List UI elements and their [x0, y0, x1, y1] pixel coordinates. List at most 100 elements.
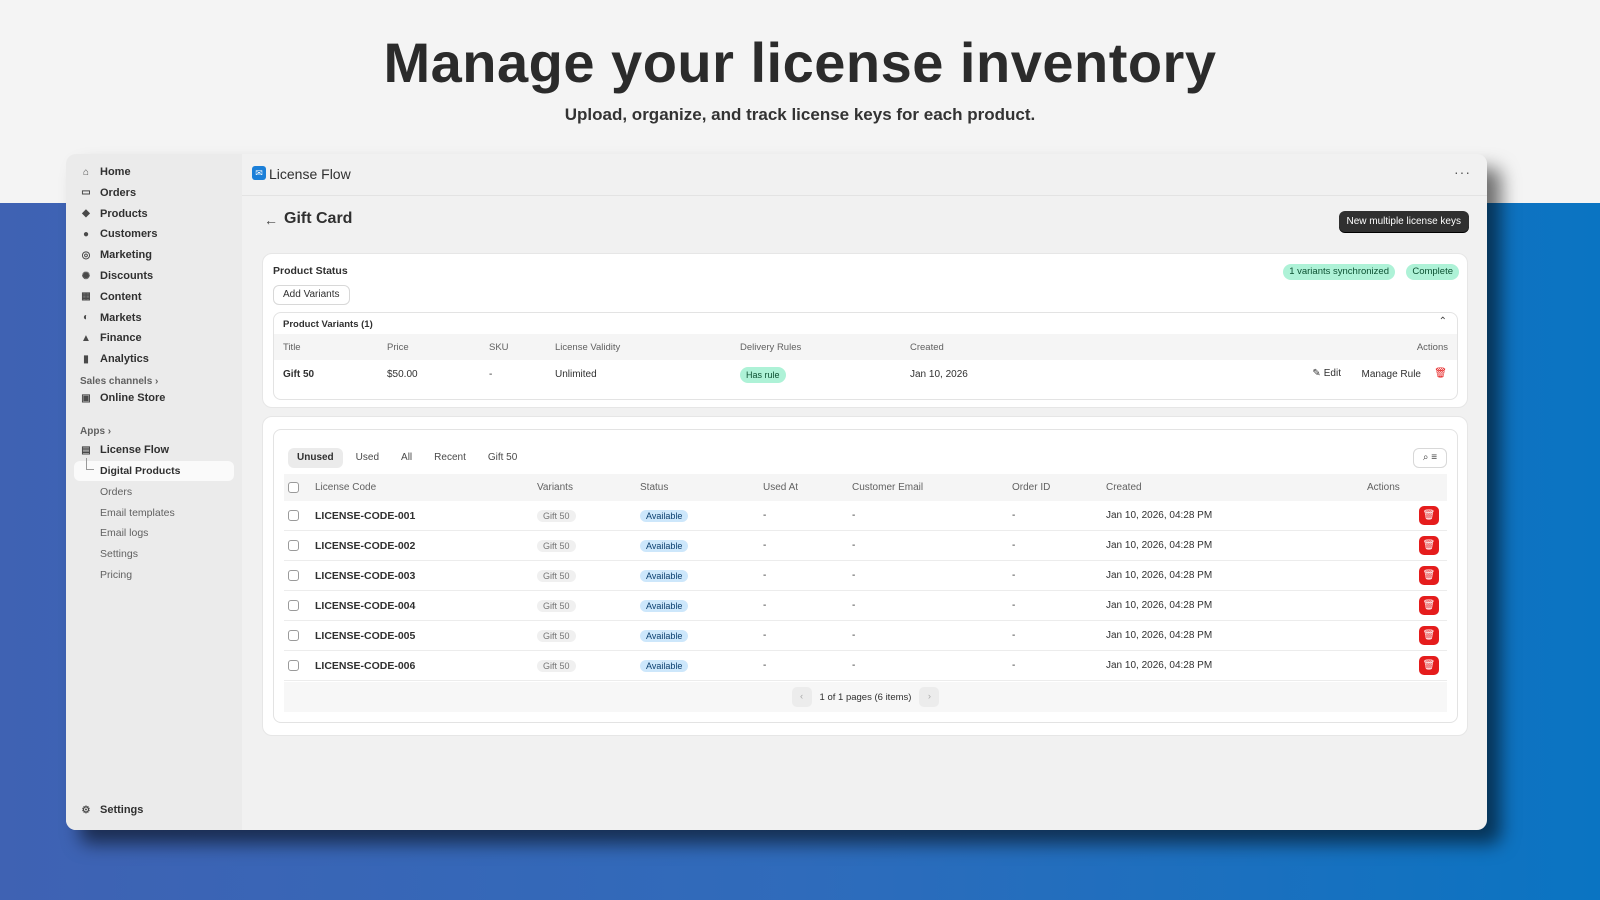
- add-variants-button[interactable]: Add Variants: [273, 285, 350, 305]
- delete-trash-icon[interactable]: 🗑: [1419, 536, 1439, 555]
- created-at: Jan 10, 2026, 04:28 PM: [1106, 630, 1213, 641]
- product-status-title: Product Status: [273, 265, 348, 277]
- customer-email: -: [852, 600, 856, 611]
- delete-trash-icon[interactable]: 🗑: [1419, 656, 1439, 675]
- product-status-card: Product Status 1 variants synchronized C…: [262, 253, 1468, 408]
- variant-chip: Gift 50: [537, 569, 576, 582]
- collapse-chevron-icon[interactable]: ⌃: [1438, 316, 1447, 327]
- license-code: LICENSE-CODE-006: [315, 659, 416, 672]
- status-badge: Available: [640, 539, 689, 552]
- col-actions: Actions: [1416, 342, 1448, 353]
- tab-used[interactable]: Used: [355, 452, 380, 463]
- content-icon: ▦: [81, 291, 91, 303]
- tab-gift-50[interactable]: Gift 50: [487, 452, 518, 463]
- variants-title: Product Variants (1): [283, 319, 373, 330]
- col-actions: Actions: [1367, 482, 1400, 493]
- row-checkbox[interactable]: [284, 510, 315, 521]
- sidebar-item-online-store[interactable]: ▣ Online Store: [81, 392, 166, 404]
- pagination-label: 1 of 1 pages (6 items): [819, 691, 912, 703]
- sidebar-subitem-digital-products[interactable]: Digital Products: [100, 465, 181, 477]
- manage-rule-button[interactable]: Manage Rule: [1361, 369, 1421, 380]
- col-license-code: License Code: [315, 482, 377, 493]
- gear-icon: ⚙: [81, 804, 91, 816]
- license-row: LICENSE-CODE-002 Gift 50 Available - - -…: [284, 531, 1447, 561]
- tab-recent[interactable]: Recent: [434, 452, 466, 463]
- pencil-icon: ✎: [1312, 368, 1321, 379]
- sidebar-item-orders[interactable]: ▭ Orders: [81, 186, 137, 199]
- created-at: Jan 10, 2026, 04:28 PM: [1106, 570, 1213, 581]
- sidebar-item-settings[interactable]: ⚙ Settings: [81, 804, 144, 816]
- customer-email: -: [852, 660, 856, 671]
- edit-button[interactable]: ✎ Edit: [1312, 368, 1341, 379]
- col-customer-email: Customer Email: [852, 482, 924, 493]
- variants-table: Product Variants (1) ⌃ Title Price SKU L…: [273, 312, 1458, 400]
- sales-channels-header[interactable]: Sales channels ›: [80, 376, 159, 387]
- sidebar-item-marketing[interactable]: ◎ Marketing: [81, 249, 152, 262]
- variant-validity: Unlimited: [555, 369, 597, 380]
- created-at: Jan 10, 2026, 04:28 PM: [1106, 660, 1213, 671]
- next-page-button[interactable]: ›: [919, 687, 940, 707]
- license-code: LICENSE-CODE-005: [315, 629, 416, 642]
- new-multiple-license-keys-button[interactable]: New multiple license keys: [1338, 211, 1469, 232]
- col-delivery: Delivery Rules: [740, 342, 802, 353]
- sidebar-item-analytics[interactable]: ▮ Analytics: [80, 349, 230, 369]
- status-badge: Available: [640, 569, 689, 582]
- variant-chip: Gift 50: [537, 509, 576, 522]
- variant-chip: Gift 50: [537, 629, 576, 642]
- sidebar-item-content[interactable]: ▦ Content: [81, 290, 142, 303]
- sidebar-subitem-settings[interactable]: Settings: [100, 548, 138, 561]
- status-badge: Available: [640, 629, 689, 642]
- used-at: -: [763, 660, 767, 671]
- sidebar-subitem-email-logs[interactable]: Email logs: [100, 527, 149, 540]
- home-icon: ⌂: [82, 166, 90, 178]
- sidebar-item-license-flow[interactable]: ▤ License Flow: [81, 444, 170, 456]
- more-options-icon[interactable]: ···: [1454, 164, 1471, 180]
- col-order-id: Order ID: [1012, 482, 1051, 493]
- license-flow-logo-icon: ✉: [252, 166, 266, 180]
- col-title: Title: [283, 342, 301, 353]
- license-tabs: Unused Used All Recent Gift 50: [288, 448, 530, 468]
- row-checkbox[interactable]: [284, 630, 315, 641]
- sidebar-item-finance[interactable]: ▲ Finance: [81, 332, 142, 345]
- license-row: LICENSE-CODE-004 Gift 50 Available - - -…: [284, 591, 1447, 621]
- col-variants: Variants: [537, 482, 573, 493]
- row-checkbox[interactable]: [284, 570, 315, 581]
- back-arrow-icon[interactable]: ←: [264, 212, 278, 228]
- delete-trash-icon[interactable]: 🗑: [1419, 626, 1439, 645]
- search-filter-button[interactable]: ⌕ ≡: [1413, 448, 1447, 468]
- row-checkbox[interactable]: [284, 540, 315, 551]
- select-all-checkbox[interactable]: [284, 482, 315, 493]
- apps-header[interactable]: Apps ›: [80, 426, 112, 437]
- person-icon: ●: [82, 228, 90, 240]
- row-checkbox[interactable]: [284, 600, 315, 611]
- delete-trash-icon[interactable]: 🗑: [1419, 596, 1439, 615]
- page-title: Gift Card: [284, 210, 353, 227]
- license-row: LICENSE-CODE-001 Gift 50 Available - - -…: [284, 501, 1447, 531]
- sidebar-item-customers[interactable]: ● Customers: [80, 224, 230, 244]
- row-checkbox[interactable]: [284, 660, 315, 671]
- tab-all[interactable]: All: [401, 452, 413, 463]
- variant-price: $50.00: [387, 369, 418, 380]
- sidebar-item-home[interactable]: ⌂ Home: [80, 162, 230, 182]
- delete-trash-icon[interactable]: 🗑: [1419, 506, 1439, 525]
- order-id: -: [1012, 600, 1016, 611]
- has-rule-badge: Has rule: [740, 367, 786, 383]
- order-id: -: [1012, 660, 1016, 671]
- active-highlight: [74, 461, 234, 481]
- created-at: Jan 10, 2026, 04:28 PM: [1106, 540, 1213, 551]
- sidebar-item-markets[interactable]: ◐ Markets: [80, 308, 230, 328]
- used-at: -: [763, 510, 767, 521]
- status-badge: Available: [640, 599, 689, 612]
- bar-chart-icon: ▮: [83, 353, 89, 365]
- tab-unused[interactable]: Unused: [288, 448, 343, 468]
- delete-variant-trash-icon[interactable]: 🗑: [1434, 368, 1447, 379]
- sidebar-subitem-pricing[interactable]: Pricing: [100, 569, 133, 581]
- sidebar-item-products[interactable]: ◆ Products: [80, 204, 230, 224]
- globe-icon: ◐: [82, 312, 90, 324]
- license-code: LICENSE-CODE-001: [315, 509, 416, 522]
- prev-page-button[interactable]: ‹: [791, 687, 812, 707]
- sidebar-subitem-email-templates[interactable]: Email templates: [100, 506, 175, 519]
- sidebar-subitem-orders[interactable]: Orders: [100, 485, 133, 498]
- delete-trash-icon[interactable]: 🗑: [1419, 566, 1439, 585]
- sidebar-item-discounts[interactable]: ✺ Discounts: [81, 270, 154, 282]
